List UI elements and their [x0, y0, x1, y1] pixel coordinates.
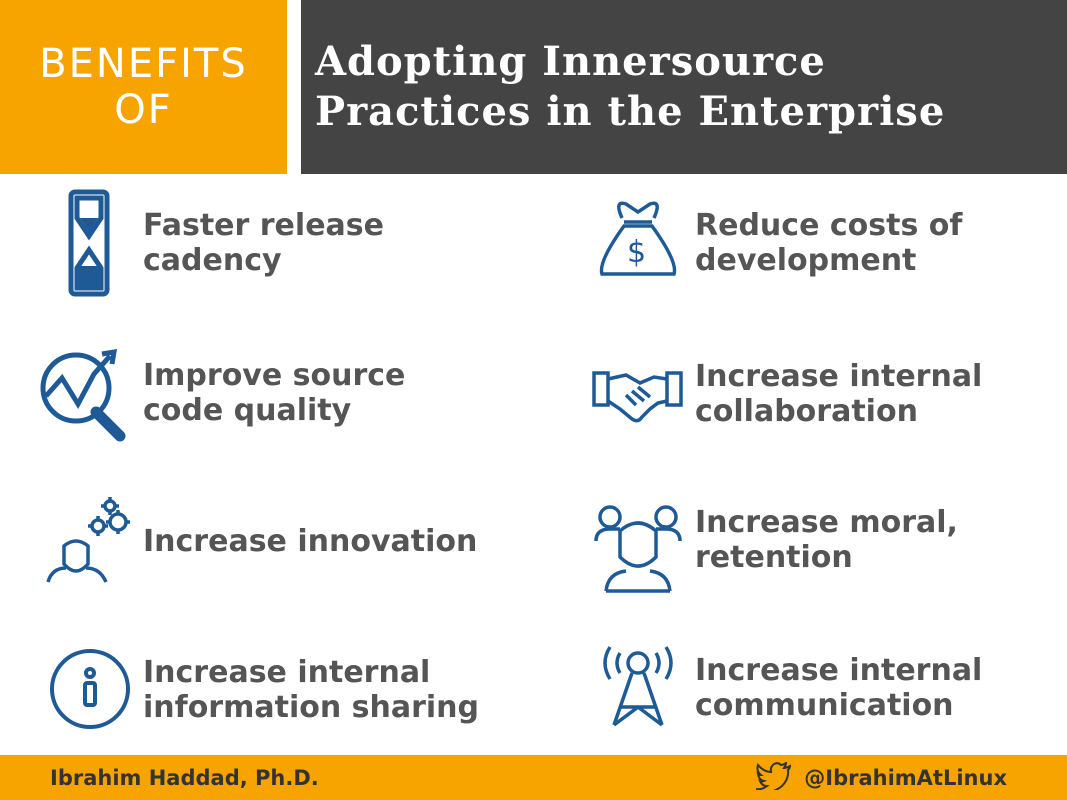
header-divider [287, 0, 301, 174]
broadcast-tower-icon [590, 633, 685, 743]
header-title-line-2: Practices in the Enterprise [315, 88, 946, 135]
header-benefits-of: BENEFITS OF [0, 0, 287, 174]
footer: Ibrahim Haddad, Ph.D. @IbrahimAtLinux [0, 755, 1067, 800]
header-benefits-line-1: BENEFITS [39, 41, 248, 87]
benefit-label: Increase internal collaboration [695, 359, 983, 429]
header-benefits-line-2: OF [114, 87, 173, 133]
handshake-icon [590, 339, 685, 449]
author-name: Ibrahim Haddad, Ph.D. [50, 765, 319, 790]
svg-text:$: $ [627, 235, 646, 270]
twitter-handle-link[interactable]: @IbrahimAtLinux [755, 760, 1007, 794]
money-bag-icon: $ [590, 188, 685, 298]
benefit-collaboration: Increase internal collaboration [590, 339, 982, 449]
benefit-moral-retention: Increase moral, retention [590, 485, 958, 595]
twitter-bird-icon [755, 760, 792, 794]
chart-magnifier-icon [38, 338, 133, 448]
benefit-reduce-costs: $ Reduce costs of development [590, 188, 962, 298]
info-icon [38, 635, 133, 745]
benefit-information-sharing: Increase internal information sharing [38, 635, 479, 745]
benefit-label: Increase internal information sharing [143, 655, 480, 725]
hourglass-icon [38, 188, 133, 298]
header-title: Adopting Innersource Practices in the En… [301, 0, 1067, 174]
benefit-label: Increase moral, retention [695, 505, 958, 575]
benefit-source-quality: Improve source code quality [38, 338, 405, 448]
benefit-label: Faster release cadency [143, 208, 384, 278]
benefit-label: Increase innovation [143, 523, 478, 559]
benefit-faster-release: Faster release cadency [38, 188, 384, 298]
benefit-label: Increase internal communication [695, 653, 983, 723]
person-gears-icon [38, 486, 133, 596]
benefit-communication: Increase internal communication [590, 633, 982, 743]
team-icon [590, 485, 685, 595]
benefit-innovation: Increase innovation [38, 486, 477, 596]
benefit-label: Reduce costs of development [695, 208, 963, 278]
twitter-handle: @IbrahimAtLinux [804, 765, 1007, 790]
benefit-label: Improve source code quality [143, 358, 406, 428]
header-title-line-1: Adopting Innersource [315, 38, 826, 85]
